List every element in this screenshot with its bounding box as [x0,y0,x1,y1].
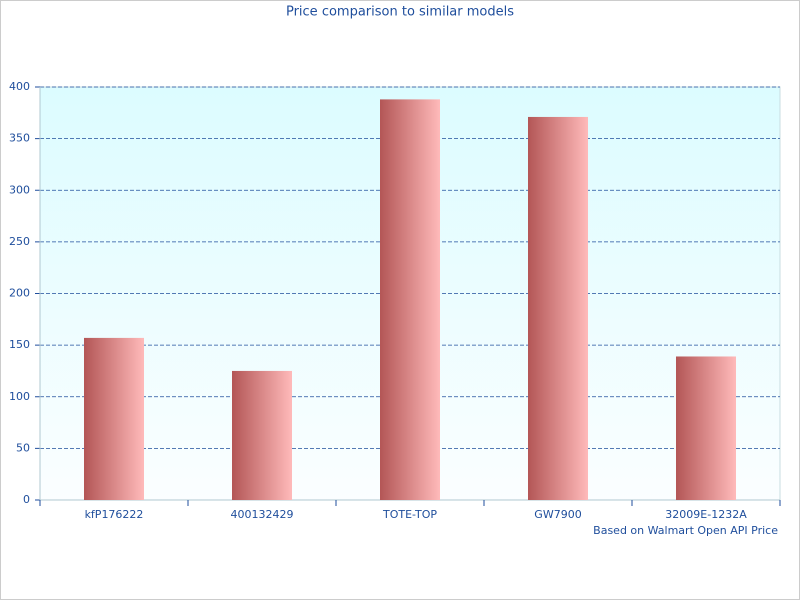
y-tick-label: 50 [16,441,30,454]
y-tick-label: 100 [9,390,30,403]
chart-title: Price comparison to similar models [286,5,514,20]
bar [232,370,292,500]
annotation: Based on Walmart Open API Price [593,524,778,537]
y-tick-label: 400 [9,80,30,93]
y-tick-label: 350 [9,132,30,145]
bar [528,116,588,500]
bar [380,99,440,500]
bar [84,337,144,500]
x-tick-label: GW7900 [534,508,581,521]
bar [676,356,736,500]
x-tick-label: 400132429 [231,508,294,521]
y-tick-label: 150 [9,338,30,351]
x-tick-label: 32009E-1232A [665,508,747,521]
y-tick-label: 250 [9,235,30,248]
y-tick-label: 200 [9,287,30,300]
x-tick-label: kfP176222 [85,508,144,521]
x-tick-label: TOTE-TOP [382,508,437,521]
y-tick-label: 300 [9,183,30,196]
y-tick-label: 0 [23,493,30,506]
